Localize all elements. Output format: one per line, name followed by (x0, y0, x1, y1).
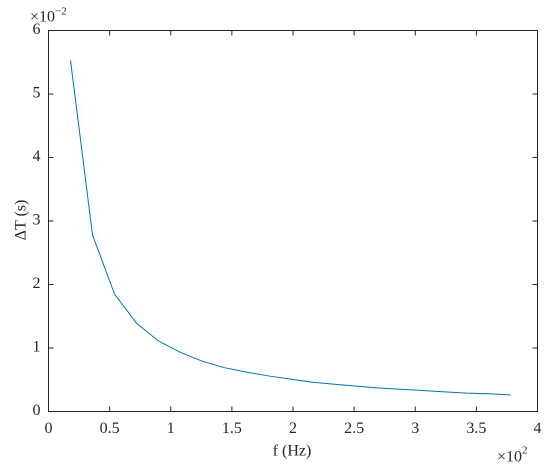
y-tick-label: 6 (33, 21, 41, 38)
x-tick-label: 4 (534, 420, 542, 437)
x-tick-label: 0 (45, 420, 53, 437)
x-axis-label: f (Hz) (273, 443, 312, 460)
x-tick-label: 2 (289, 420, 297, 437)
y-tick-label: 3 (33, 212, 41, 229)
x-tick-label: 0.5 (100, 420, 120, 437)
y-tick-label: 0 (33, 402, 41, 419)
plot-frame (48, 30, 538, 412)
x-multiplier-base: ×10 (497, 449, 522, 466)
x-tick-label: 1.5 (222, 420, 242, 437)
y-tick-label: 2 (33, 275, 41, 292)
y-tick-label: 5 (33, 85, 41, 102)
x-tick-label: 2.5 (344, 420, 364, 437)
y-multiplier-base: ×10 (30, 9, 55, 26)
x-tick-label: 1 (167, 420, 175, 437)
x-tick-label: 3.5 (466, 420, 486, 437)
y-tick-label: 4 (33, 148, 41, 165)
y-axis-label: ΔT (s) (13, 200, 30, 241)
x-multiplier-exponent: 2 (522, 445, 528, 457)
y-tick-label: 1 (33, 339, 41, 356)
x-tick-label: 3 (411, 420, 419, 437)
y-multiplier-exponent: −2 (55, 6, 67, 18)
data-line (70, 60, 511, 396)
